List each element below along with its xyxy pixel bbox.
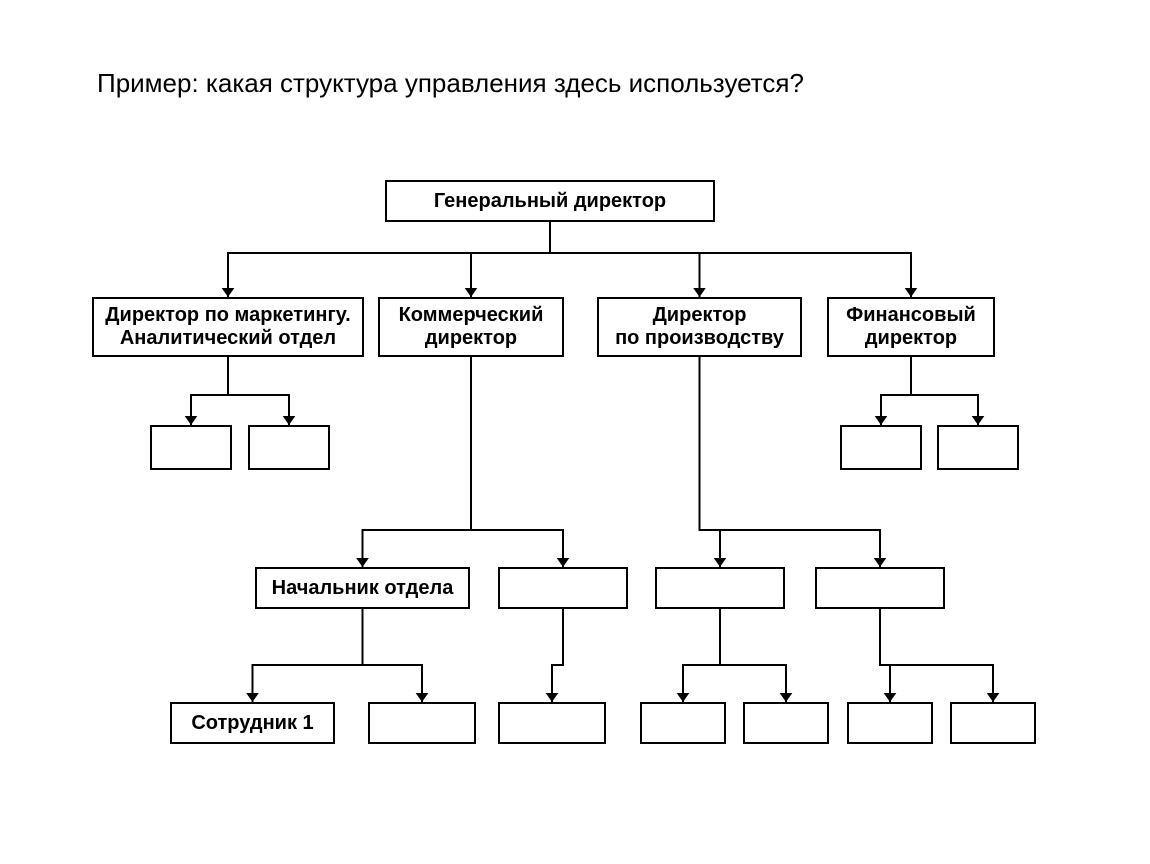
org-node-d2: Коммерческийдиректор: [378, 297, 564, 357]
org-node-f1b: [937, 425, 1019, 470]
org-node-pp2: [743, 702, 829, 744]
org-node-d3: Директорпо производству: [597, 297, 802, 357]
org-node-s3: [498, 702, 606, 744]
org-node-pp4: [950, 702, 1036, 744]
org-node-pp3: [847, 702, 933, 744]
org-node-d1: Директор по маркетингу.Аналитический отд…: [92, 297, 364, 357]
org-node-c2: [498, 567, 628, 609]
org-node-pp1: [640, 702, 726, 744]
org-node-c1: Начальник отдела: [255, 567, 470, 609]
org-node-s2: [368, 702, 476, 744]
page-title: Пример: какая структура управления здесь…: [97, 68, 804, 99]
org-node-s1: Сотрудник 1: [170, 702, 335, 744]
org-chart-page: Пример: какая структура управления здесь…: [0, 0, 1150, 864]
org-node-f1a: [840, 425, 922, 470]
org-node-root: Генеральный директор: [385, 180, 715, 222]
org-node-p2: [815, 567, 945, 609]
org-node-m1b: [248, 425, 330, 470]
org-node-d4: Финансовыйдиректор: [827, 297, 995, 357]
org-node-p1: [655, 567, 785, 609]
org-node-m1a: [150, 425, 232, 470]
